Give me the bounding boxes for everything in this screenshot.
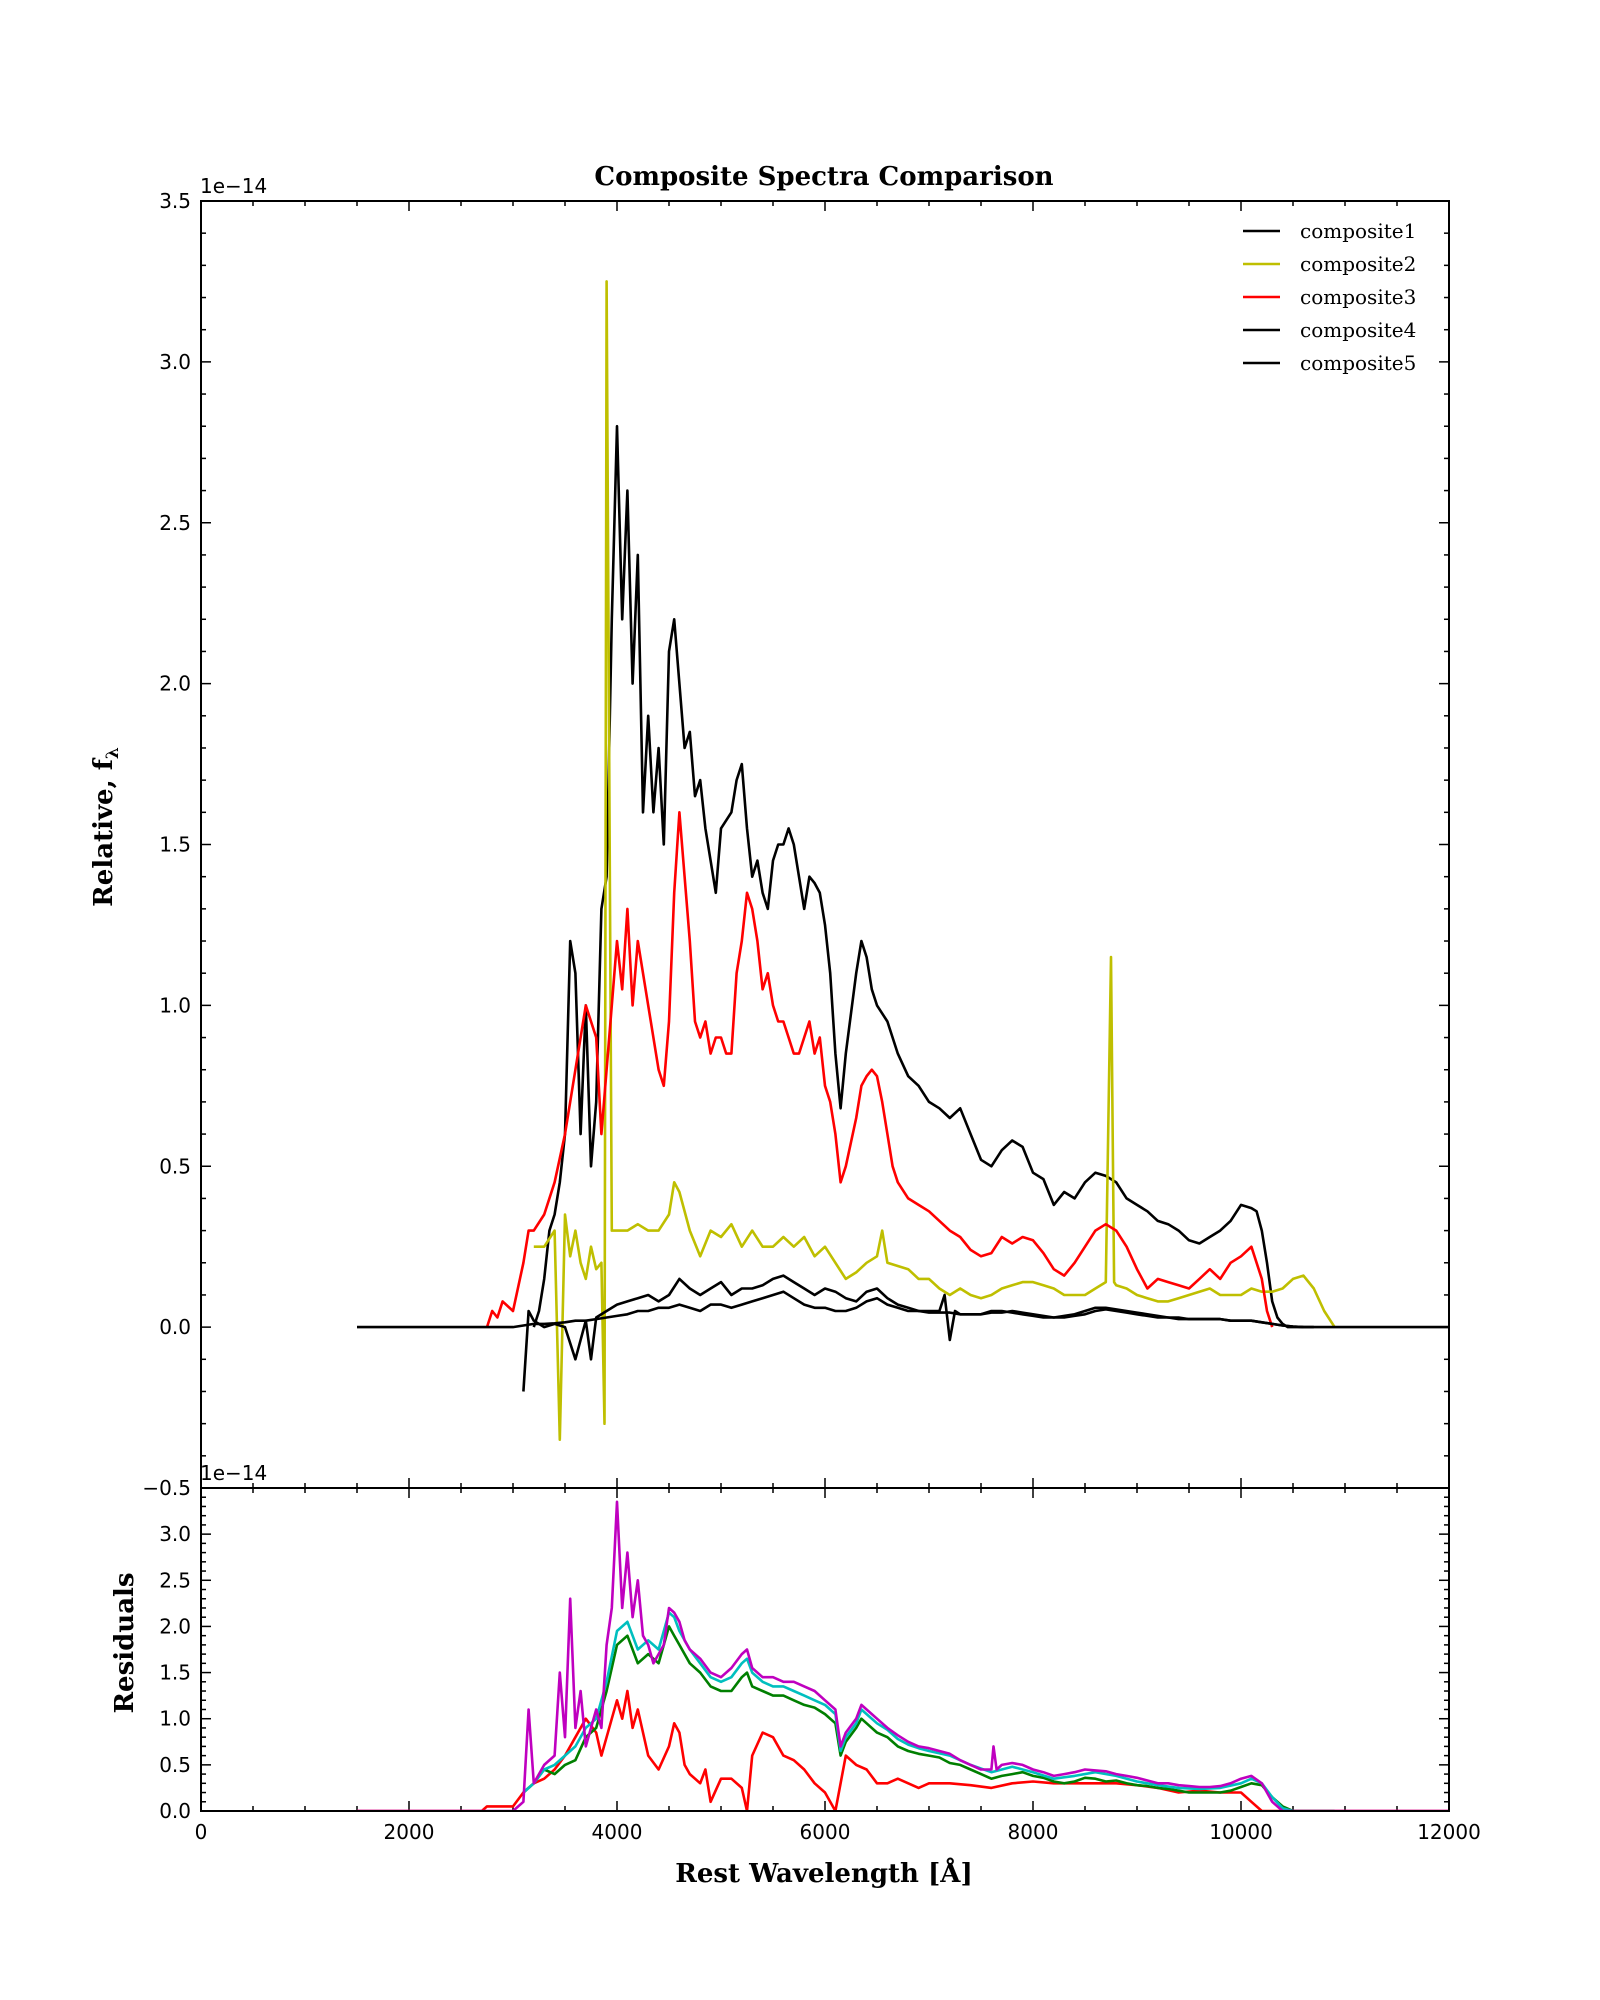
x-tick-label: 2000 <box>384 1820 435 1844</box>
chart-title: Composite Spectra Comparison <box>594 162 1053 192</box>
legend-label-composite1: composite1 <box>1300 219 1416 243</box>
x-tick-label: 12000 <box>1417 1820 1481 1844</box>
legend-label-composite5: composite5 <box>1300 351 1416 375</box>
main-y-axis-label-subscript: λ <box>103 747 123 759</box>
main-series-line-composite3 <box>485 810 1274 1328</box>
main-series-line-composite2 <box>533 280 1336 1441</box>
residuals-series-group <box>357 1500 1449 1811</box>
x-tick-label: 6000 <box>800 1820 851 1844</box>
svg-text:Relative, fλ: Relative, fλ <box>89 747 123 907</box>
residuals-y-tick-label: 1.5 <box>159 1661 191 1685</box>
legend: composite1 composite2 composite3 composite4… <box>1243 219 1416 375</box>
x-tick-label: 8000 <box>1008 1820 1059 1844</box>
main-series-lines <box>357 280 1449 1441</box>
residuals-y-tick-label: 0.0 <box>159 1799 191 1823</box>
residuals-y-offset-label: 1e−14 <box>200 1461 267 1485</box>
main-y-tick-label: 2.5 <box>159 511 191 535</box>
legend-label-composite3: composite3 <box>1300 285 1416 309</box>
x-tick-label: 10000 <box>1209 1820 1273 1844</box>
legend-label-composite2: composite2 <box>1300 252 1416 276</box>
main-y-axis-label-text: Relative, f <box>89 757 119 907</box>
main-y-tick-label: 3.5 <box>159 189 191 213</box>
main-y-tick-label: 0.5 <box>159 1154 191 1178</box>
residuals-y-tick-label: 1.0 <box>159 1707 191 1731</box>
main-y-tick-label: 1.0 <box>159 993 191 1017</box>
residuals-y-axis-label: Residuals <box>110 1572 140 1713</box>
main-plot: Composite Spectra Comparison 1e−14 Relat… <box>89 162 1450 1500</box>
residuals-series-line-series1 <box>357 1689 1449 1811</box>
main-y-tick-label: 2.0 <box>159 672 191 696</box>
main-y-offset-label: 1e−14 <box>200 174 267 198</box>
residuals-plot: 1e−14 Residuals Rest Wavelength [Å] 0 200… <box>110 1461 1481 1889</box>
residuals-series-line-series3 <box>522 1611 1294 1811</box>
residuals-y-tick-label: 2.0 <box>159 1614 191 1638</box>
residuals-plot-frame <box>200 1487 1450 1812</box>
residuals-y-tick-label: 0.5 <box>159 1753 191 1777</box>
main-y-tick-label: 1.5 <box>159 833 191 857</box>
main-series-group <box>357 280 1449 1441</box>
residuals-y-tick-label: 3.0 <box>159 1522 191 1546</box>
x-axis-label: Rest Wavelength [Å] <box>675 1858 973 1889</box>
main-y-tick-label: 0.0 <box>159 1315 191 1339</box>
main-y-tick-label: 3.0 <box>159 350 191 374</box>
legend-label-composite4: composite4 <box>1300 318 1416 342</box>
x-tick-label: 4000 <box>592 1820 643 1844</box>
residuals-series-lines <box>357 1500 1449 1811</box>
main-series-line-composite5 <box>522 1274 1314 1392</box>
residuals-y-tick-label: 2.5 <box>159 1568 191 1592</box>
main-y-axis-label: Relative, fλ <box>89 747 123 907</box>
main-series-line-composite1 <box>532 424 1304 1329</box>
residuals-series-line-series4 <box>357 1500 1449 1811</box>
x-tick-label: 0 <box>195 1820 208 1844</box>
main-y-tick-label: −0.5 <box>142 1476 191 1500</box>
